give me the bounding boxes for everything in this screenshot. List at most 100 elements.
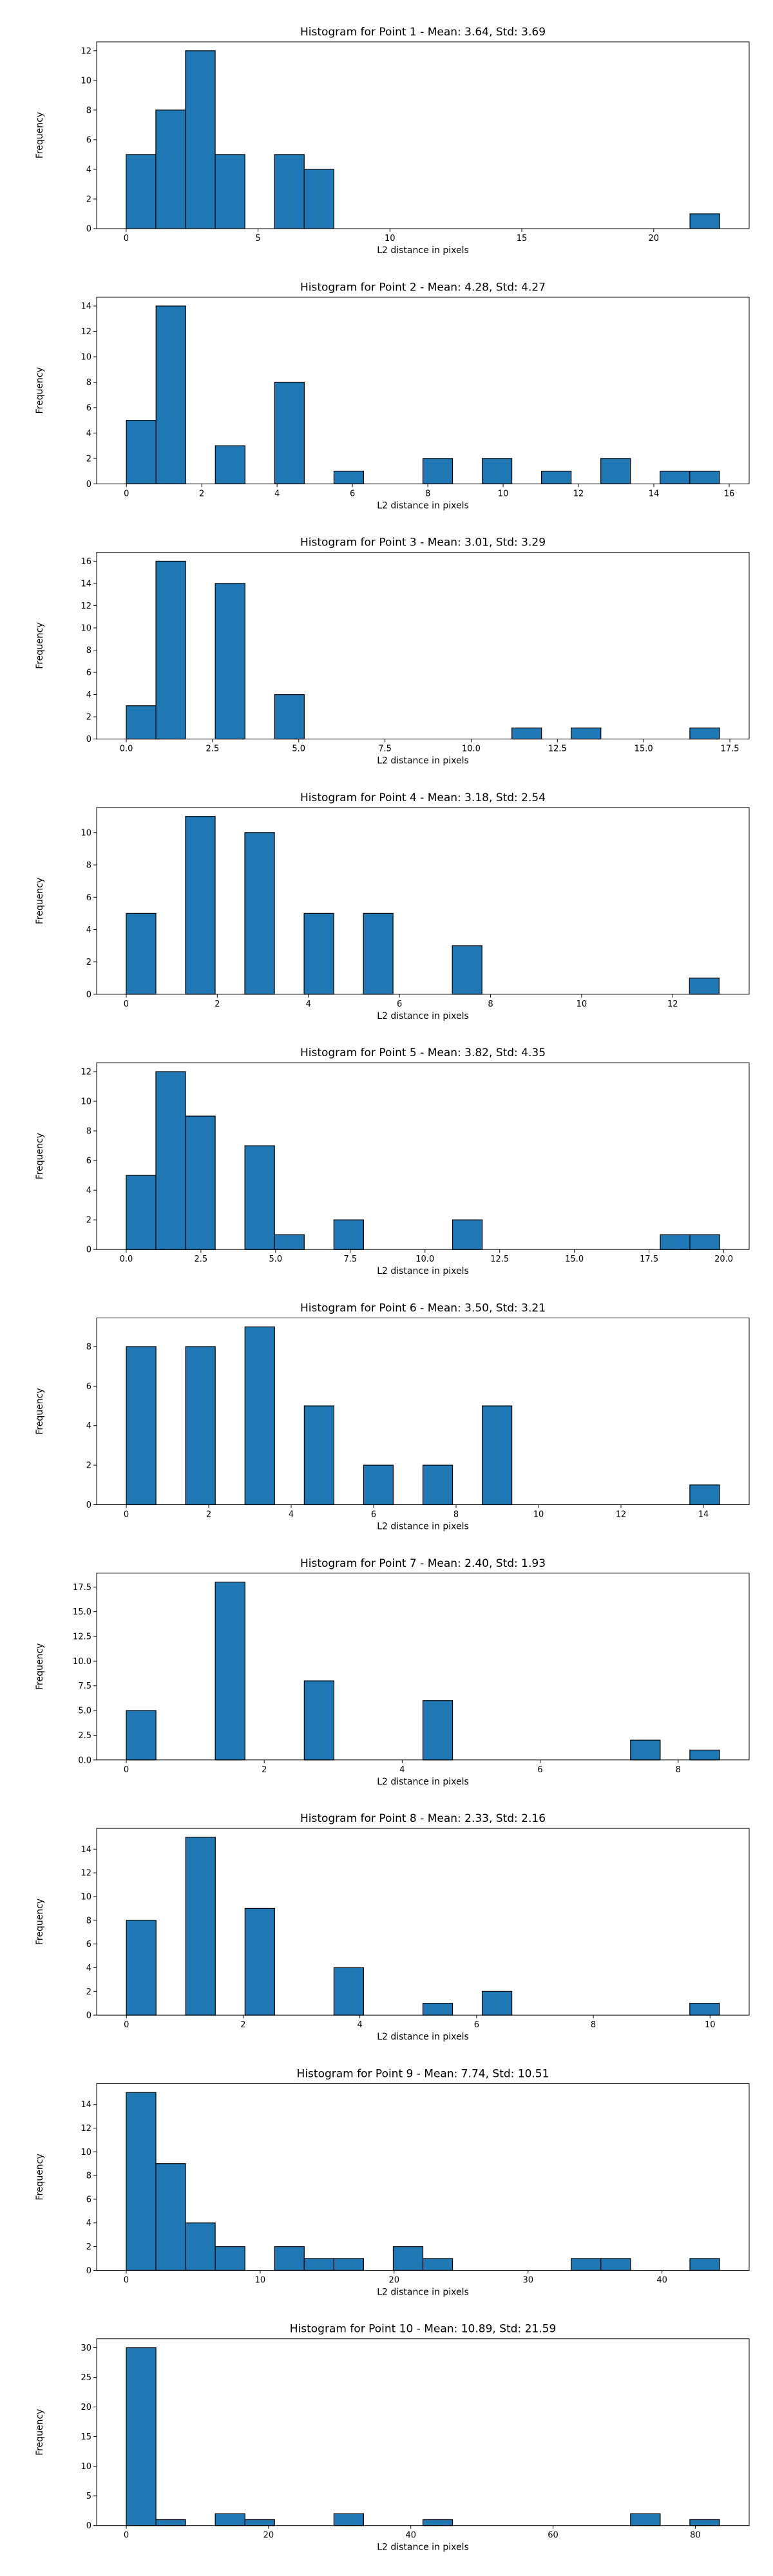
x-tick-label: 2.5: [195, 1255, 208, 1264]
y-tick-label: 12: [81, 1869, 91, 1879]
histogram-bar: [422, 2003, 453, 2016]
y-tick-label: 10: [81, 1892, 91, 1902]
x-tick-label: 0.0: [120, 1255, 133, 1264]
x-axis-label: L2 distance in pixels: [377, 1522, 469, 1532]
chart-title: Histogram for Point 5 - Mean: 3.82, Std:…: [300, 1046, 546, 1059]
histogram-bar: [155, 2163, 186, 2271]
y-tick-label: 4: [86, 690, 91, 700]
x-tick-label: 4: [289, 1510, 294, 1520]
y-axis-label: Frequency: [35, 1899, 45, 1945]
histogram-bar: [452, 945, 482, 995]
histogram-bar: [333, 2513, 365, 2526]
histogram-bar: [303, 913, 334, 995]
y-tick-label: 8: [86, 1916, 91, 1926]
y-tick-label: 6: [86, 1382, 91, 1392]
y-tick-label: 12: [81, 1068, 91, 1077]
x-tick-label: 6: [397, 999, 402, 1009]
histogram-bar: [126, 2347, 157, 2526]
x-tick-label: 17.5: [640, 1255, 658, 1264]
y-tick-label: 10: [81, 1097, 91, 1107]
y-tick-label: 2.5: [78, 1731, 91, 1741]
plot-frame: [96, 41, 750, 229]
x-tick-label: 10: [705, 2020, 716, 2030]
x-tick-label: 30: [522, 2275, 533, 2285]
histogram-bar: [155, 109, 186, 229]
y-tick-label: 14: [81, 1845, 91, 1855]
y-tick-label: 10: [81, 2148, 91, 2157]
chart-panel-3: Histogram for Point 3 - Mean: 3.01, Std:…: [35, 536, 750, 766]
plot-frame: [96, 2338, 750, 2526]
x-tick-label: 15.0: [565, 1255, 584, 1264]
x-tick-label: 14: [649, 489, 660, 498]
x-tick-label: 0: [124, 234, 129, 243]
x-tick-label: 15: [517, 234, 528, 243]
x-tick-label: 8: [676, 1765, 681, 1775]
x-tick-label: 0: [124, 1510, 129, 1520]
y-tick-label: 6: [86, 893, 91, 903]
y-tick-label: 10.0: [73, 1657, 91, 1667]
histogram-bar: [689, 727, 720, 740]
y-tick-label: 2: [86, 1987, 91, 1997]
y-tick-label: 12: [81, 46, 91, 56]
y-tick-label: 6: [86, 1940, 91, 1949]
x-tick-label: 12: [667, 999, 678, 1009]
x-axis-label: L2 distance in pixels: [377, 1266, 469, 1276]
x-tick-label: 10.0: [462, 744, 481, 754]
y-tick-label: 0: [86, 1501, 91, 1510]
chart-title: Histogram for Point 1 - Mean: 3.64, Std:…: [300, 26, 546, 39]
x-tick-label: 5.0: [269, 1255, 282, 1264]
y-tick-label: 6: [86, 1157, 91, 1166]
y-tick-label: 0.0: [78, 1756, 91, 1765]
y-tick-label: 12.5: [73, 1633, 91, 1642]
histogram-bar: [155, 1071, 186, 1250]
x-tick-label: 80: [690, 2531, 701, 2541]
histogram-bar: [511, 727, 542, 740]
histogram-bar: [630, 1739, 661, 1761]
histogram-bar: [303, 1405, 334, 1506]
x-tick-label: 2: [262, 1765, 267, 1775]
x-tick-label: 7.5: [343, 1255, 357, 1264]
x-tick-label: 17.5: [721, 744, 740, 754]
x-tick-label: 2: [215, 999, 220, 1009]
y-tick-label: 6: [86, 403, 91, 413]
y-tick-label: 0: [86, 2266, 91, 2276]
y-tick-label: 10: [81, 623, 91, 633]
y-axis-label: Frequency: [35, 878, 45, 924]
x-tick-label: 4: [274, 489, 280, 498]
histogram-bar: [126, 1175, 157, 1250]
x-tick-label: 12.5: [548, 744, 567, 754]
histogram-bar: [244, 832, 275, 995]
x-tick-label: 20: [389, 2275, 400, 2285]
chart-panel-6: Histogram for Point 6 - Mean: 3.50, Std:…: [35, 1302, 750, 1532]
x-tick-label: 6: [350, 489, 355, 498]
histogram-bar: [689, 1234, 720, 1250]
histogram-bar: [126, 1710, 157, 1761]
x-tick-label: 60: [548, 2531, 558, 2541]
histogram-bar: [185, 816, 216, 995]
y-tick-label: 8: [86, 646, 91, 656]
y-tick-label: 0: [86, 480, 91, 489]
y-axis-label: Frequency: [35, 112, 45, 158]
y-tick-label: 14: [81, 579, 91, 589]
histogram-bar: [363, 1464, 394, 1506]
histogram-bar: [215, 2513, 245, 2526]
y-tick-label: 4: [86, 429, 91, 439]
chart-panel-4: Histogram for Point 4 - Mean: 3.18, Std:…: [35, 791, 750, 1021]
histogram-bar: [126, 154, 157, 229]
chart-panel-2: Histogram for Point 2 - Mean: 4.28, Std:…: [35, 281, 750, 511]
x-tick-label: 0: [124, 489, 129, 498]
x-tick-label: 8: [425, 489, 430, 498]
x-tick-label: 40: [656, 2275, 667, 2285]
plot-frame: [96, 1573, 750, 1761]
x-tick-label: 10.0: [415, 1255, 434, 1264]
histogram-bar: [600, 2258, 631, 2271]
x-tick-label: 2: [206, 1510, 211, 1520]
x-tick-label: 5.0: [292, 744, 305, 754]
y-tick-label: 4: [86, 1421, 91, 1431]
chart-title: Histogram for Point 9 - Mean: 7.74, Std:…: [297, 2067, 549, 2080]
y-tick-label: 8: [86, 2172, 91, 2181]
y-tick-label: 6: [86, 668, 91, 678]
histogram-bar: [303, 1680, 334, 1761]
x-tick-label: 4: [399, 1765, 405, 1775]
histogram-bar: [333, 1967, 365, 2016]
